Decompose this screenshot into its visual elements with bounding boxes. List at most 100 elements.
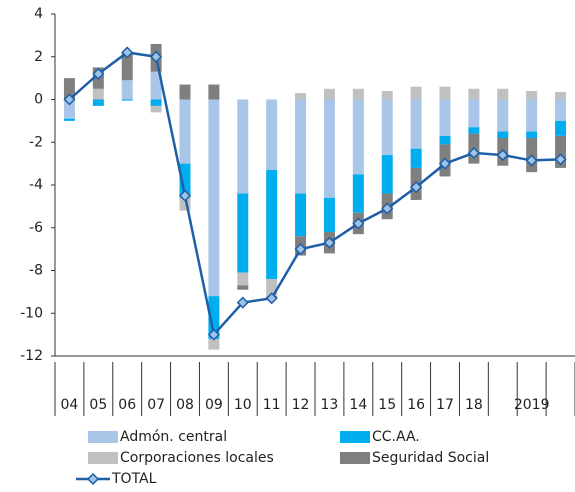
bar-segment xyxy=(526,131,538,138)
bar-segment xyxy=(381,155,393,194)
x-tick-label: 18 xyxy=(465,397,483,413)
bar-segment xyxy=(266,99,278,171)
y-tick-label: -2 xyxy=(29,134,43,150)
bar-segment xyxy=(150,105,162,113)
total-marker xyxy=(207,328,220,341)
bar-segment xyxy=(63,78,75,100)
bar-segment xyxy=(323,197,335,233)
total-marker xyxy=(410,181,423,194)
bar-segment xyxy=(208,99,220,297)
total-marker xyxy=(496,149,509,162)
bar-segment xyxy=(323,88,335,100)
bar-segment xyxy=(410,99,422,149)
x-tick-label: 14 xyxy=(349,397,367,413)
bar-segment xyxy=(295,193,307,237)
x-tick-label: 17 xyxy=(436,397,454,413)
x-tick-label: 13 xyxy=(321,397,339,413)
total-marker xyxy=(294,243,307,256)
y-tick-label: -4 xyxy=(29,177,43,193)
x-tick-label: 15 xyxy=(378,397,396,413)
legend-label: TOTAL xyxy=(111,471,157,487)
legend-marker xyxy=(86,472,100,486)
total-marker xyxy=(467,146,480,159)
y-tick-label: -10 xyxy=(20,305,43,321)
x-tick-label: 09 xyxy=(205,397,223,413)
total-marker xyxy=(381,202,394,215)
total-marker xyxy=(265,292,278,305)
y-tick-label: -6 xyxy=(29,220,43,236)
legend-label: CC.AA. xyxy=(372,429,420,445)
total-marker xyxy=(554,153,567,166)
bar-segment xyxy=(381,90,393,100)
total-marker xyxy=(121,46,134,59)
bar-segment xyxy=(526,90,538,100)
bar-segment xyxy=(266,279,278,297)
bar-segment xyxy=(121,52,133,81)
y-tick-label: 2 xyxy=(34,49,43,65)
bar-segment xyxy=(121,80,133,100)
x-tick-label: 10 xyxy=(234,397,252,413)
bar-segment xyxy=(179,99,191,164)
legend-swatch xyxy=(340,431,370,443)
bar-segment xyxy=(237,99,249,194)
bar-segment xyxy=(439,86,451,100)
total-line xyxy=(68,51,561,338)
legend-swatch xyxy=(88,452,118,464)
x-tick-label: 04 xyxy=(61,397,79,413)
total-marker xyxy=(150,50,163,63)
total-marker xyxy=(525,154,538,167)
x-tick-label: 08 xyxy=(176,397,194,413)
bar-segment xyxy=(555,99,567,121)
x-tick-label: 2019 xyxy=(514,397,550,413)
legend-label: Admón. central xyxy=(120,429,227,445)
bar-segment xyxy=(555,92,567,100)
bar-segment xyxy=(352,99,364,175)
bar-segment xyxy=(555,135,567,168)
bar-segment xyxy=(555,120,567,136)
x-tick-label: 05 xyxy=(89,397,107,413)
x-tick-label: 16 xyxy=(407,397,425,413)
bar-segment xyxy=(208,296,220,339)
bar-segment xyxy=(468,88,480,100)
bar-segment xyxy=(208,338,220,350)
total-marker xyxy=(236,296,249,309)
bar-segment xyxy=(295,93,307,100)
bar-segment xyxy=(497,88,509,100)
x-tick-label: 06 xyxy=(118,397,136,413)
bar-segment xyxy=(352,174,364,213)
total-marker xyxy=(438,157,452,170)
legend-swatch xyxy=(340,452,370,464)
bar-segment xyxy=(92,99,104,106)
legend-label: Seguridad Social xyxy=(372,450,489,466)
bar-segment xyxy=(179,84,191,100)
bar-segment xyxy=(92,88,104,100)
bar-segment xyxy=(266,170,278,280)
legend-label: Corporaciones locales xyxy=(120,450,274,466)
bar-segment xyxy=(526,99,538,132)
bar-segment xyxy=(410,148,422,168)
bar-segment xyxy=(381,99,393,156)
total-marker xyxy=(63,93,76,106)
bar-segment xyxy=(468,127,480,134)
bar-segment xyxy=(121,99,133,101)
y-tick-label: -8 xyxy=(29,263,43,279)
y-tick-label: -12 xyxy=(20,348,43,364)
x-tick-label: 11 xyxy=(263,397,281,413)
bar-segment xyxy=(63,118,75,121)
bar-segment xyxy=(439,135,451,145)
bar-segment xyxy=(237,193,249,273)
bar-segment xyxy=(179,197,191,211)
bar-segment xyxy=(150,71,162,100)
total-marker xyxy=(178,189,192,202)
bar-segment xyxy=(439,99,451,136)
bar-segment xyxy=(352,88,364,100)
bar-segment xyxy=(410,86,422,100)
bar-segment xyxy=(468,99,480,128)
bar-segment xyxy=(237,272,249,286)
total-marker xyxy=(323,236,336,249)
total-marker xyxy=(352,217,365,230)
bar-segment xyxy=(295,99,307,194)
bar-segment xyxy=(497,99,509,132)
x-tick-label: 07 xyxy=(147,397,165,413)
bar-segment xyxy=(497,131,509,138)
